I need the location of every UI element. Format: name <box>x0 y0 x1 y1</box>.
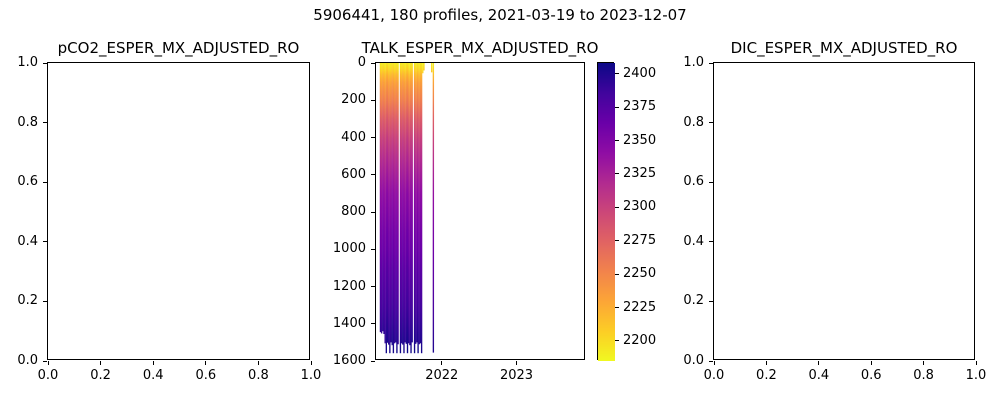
y-tick-mark <box>43 360 47 362</box>
y-tick-label: 0.0 <box>683 353 704 368</box>
subplot-talk-title: TALK_ESPER_MX_ADJUSTED_RO <box>361 39 599 57</box>
x-tick-label: 1.0 <box>965 368 987 383</box>
y-tick-label: 0.6 <box>17 174 38 190</box>
x-tick-mark <box>152 361 154 365</box>
x-tick-mark <box>257 361 259 365</box>
x-tick-mark <box>515 361 517 365</box>
x-tick-mark <box>818 361 820 365</box>
x-tick-label: 0.6 <box>860 368 882 383</box>
y-tick-mark <box>371 137 375 138</box>
y-tick-mark <box>43 122 47 124</box>
colorbar-tick-mark <box>615 340 619 342</box>
y-tick-mark <box>709 241 713 243</box>
talk-colorbar <box>598 63 615 361</box>
subplot-pco2-title: pCO2_ESPER_MX_ADJUSTED_RO <box>57 39 300 57</box>
x-tick-mark <box>100 361 102 365</box>
y-tick-label: 0.8 <box>683 114 704 130</box>
subplot-talk-axes: TALK_ESPER_MX_ADJUSTED_RO 2022 2023 0 200 40… <box>333 39 598 382</box>
y-tick-mark <box>709 360 713 362</box>
y-tick-mark <box>371 62 375 64</box>
colorbar-tick-mark <box>615 173 619 175</box>
x-tick-mark <box>765 361 767 365</box>
y-tick-mark <box>43 181 47 183</box>
y-tick-label: 1200 <box>332 278 366 294</box>
x-tick-mark <box>441 361 443 365</box>
y-tick-mark <box>43 241 47 243</box>
x-tick-label: 0.6 <box>195 368 217 383</box>
x-tick-mark <box>870 361 872 365</box>
x-tick-mark <box>205 361 207 365</box>
colorbar-tick-label: 2350 <box>623 132 657 148</box>
colorbar-tick-mark <box>615 73 619 75</box>
colorbar-tick-mark <box>615 206 619 208</box>
y-tick-label: 800 <box>341 204 366 219</box>
y-tick-label: 400 <box>341 129 366 145</box>
colorbar-tick-label: 2375 <box>623 99 657 115</box>
colorbar-tick-mark <box>615 106 619 108</box>
colorbar-tick-mark <box>615 307 619 309</box>
y-tick-label: 0.4 <box>683 233 704 249</box>
x-tick-mark <box>310 361 312 365</box>
x-tick-mark <box>713 361 715 365</box>
x-tick-label: 0.0 <box>37 368 59 383</box>
y-tick-mark <box>43 300 47 302</box>
y-tick-mark <box>371 174 375 176</box>
y-tick-label: 0 <box>357 55 366 70</box>
y-tick-label: 0.0 <box>17 353 38 368</box>
y-tick-mark <box>43 62 47 64</box>
y-tick-label: 0.2 <box>17 293 38 309</box>
colorbar-tick-label: 2225 <box>623 299 657 315</box>
colorbar-tick-label: 2275 <box>623 232 657 248</box>
colorbar-tick-label: 2400 <box>623 65 657 81</box>
y-tick-label: 1.0 <box>683 55 704 70</box>
x-tick-label: 0.2 <box>90 368 111 383</box>
x-tick-label: 0.8 <box>913 368 934 383</box>
x-tick-label: 0.8 <box>248 368 269 383</box>
y-tick-mark <box>371 360 375 362</box>
y-tick-label: 200 <box>341 92 366 108</box>
y-tick-label: 1000 <box>332 241 366 257</box>
x-tick-label: 0.0 <box>703 368 725 383</box>
colorbar-tick-label: 2300 <box>623 199 657 215</box>
y-tick-label: 600 <box>341 166 366 182</box>
colorbar-tick-label: 2200 <box>623 332 657 348</box>
y-tick-label: 0.8 <box>17 114 38 130</box>
y-tick-label: 1600 <box>332 353 366 368</box>
x-tick-label: 0.4 <box>142 368 164 383</box>
y-tick-mark <box>709 122 713 124</box>
y-tick-mark <box>371 248 375 250</box>
x-tick-mark <box>47 361 49 365</box>
colorbar-tick-mark <box>615 273 619 275</box>
y-tick-label: 0.2 <box>683 293 704 309</box>
x-tick-mark <box>975 361 977 365</box>
figure-title: 5906441, 180 profiles, 2021-03-19 to 202… <box>313 6 687 24</box>
colorbar-tick-mark <box>615 140 619 141</box>
y-tick-label: 1.0 <box>17 55 38 70</box>
x-tick-label: 1.0 <box>300 368 322 383</box>
y-tick-mark <box>371 323 375 325</box>
y-tick-label: 1400 <box>332 315 366 331</box>
x-tick-label: 2023 <box>499 368 534 383</box>
y-tick-mark <box>709 181 713 183</box>
colorbar-tick-label: 2325 <box>623 165 657 181</box>
y-tick-label: 0.4 <box>17 233 38 249</box>
colorbar-tick-mark <box>615 240 619 242</box>
y-tick-label: 0.6 <box>683 174 704 190</box>
y-tick-mark <box>709 62 713 64</box>
talk-colorbar-axes: 2200 2225 2250 2275 2300 2325 2350 2375 2400 <box>597 62 656 361</box>
y-tick-mark <box>709 300 713 302</box>
x-tick-label: 0.4 <box>808 368 830 383</box>
talk-heatmap <box>376 63 586 361</box>
subplot-dic-title: DIC_ESPER_MX_ADJUSTED_RO <box>730 39 958 57</box>
subplot-pco2-axes: pCO2_ESPER_MX_ADJUSTED_RO 0.0 0.2 0.4 0.6 0.… <box>17 39 321 382</box>
x-tick-mark <box>923 361 925 365</box>
y-tick-mark <box>371 211 375 213</box>
y-tick-mark <box>371 99 375 101</box>
colorbar-tick-label: 2250 <box>623 266 657 282</box>
x-tick-label: 0.2 <box>756 368 777 383</box>
subplot-dic-axes: DIC_ESPER_MX_ADJUSTED_RO 0.0 0.2 0.4 0.6 0.8… <box>683 39 986 382</box>
x-tick-label: 2022 <box>425 368 459 383</box>
y-tick-mark <box>371 286 375 287</box>
